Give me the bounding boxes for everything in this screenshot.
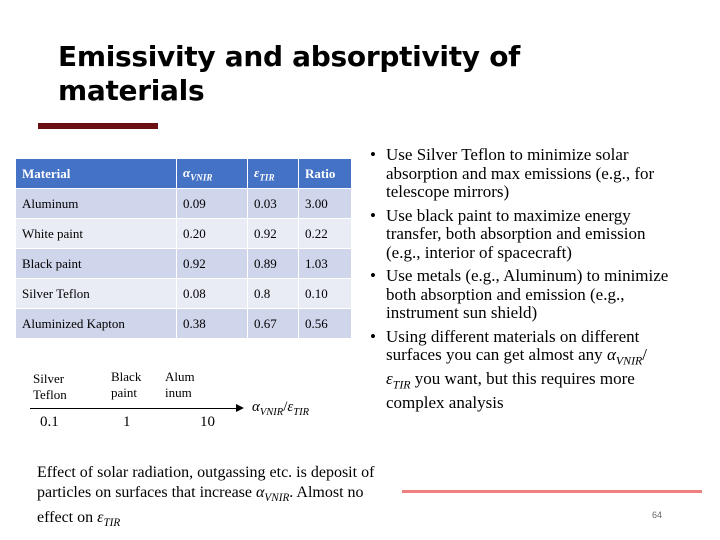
cell-alpha: 0.20 <box>176 218 248 249</box>
header-ratio: Ratio <box>298 159 352 189</box>
table-row: Silver Teflon 0.08 0.8 0.10 <box>16 278 352 309</box>
scale-label-silver-teflon: Silver Teflon <box>33 371 67 402</box>
bullet-item: • Use Silver Teflon to minimize solar abs… <box>370 145 655 201</box>
cell-alpha: 0.38 <box>176 308 248 338</box>
cell-alpha: 0.09 <box>176 188 248 219</box>
cell-epsilon: 0.89 <box>247 248 299 279</box>
cell-material: White paint <box>16 218 177 249</box>
header-alpha: αVNIR <box>176 159 248 189</box>
effect-note: Effect of solar radiation, outgassing et… <box>37 464 375 530</box>
cell-epsilon: 0.8 <box>247 278 299 309</box>
tick-label: 10 <box>200 414 215 430</box>
bullet-item: • Use metals (e.g., Aluminum) to minimize… <box>370 266 669 322</box>
tick-label: 0.1 <box>40 414 59 430</box>
title-underline <box>38 123 158 129</box>
cell-epsilon: 0.03 <box>247 188 299 219</box>
header-epsilon: εTIR <box>247 159 299 189</box>
cell-ratio: 1.03 <box>298 248 352 279</box>
header-material: Material <box>16 159 177 189</box>
cell-material: Black paint <box>16 248 177 279</box>
tick-label: 1 <box>123 414 131 430</box>
table-row: Black paint 0.92 0.89 1.03 <box>16 248 352 279</box>
cell-epsilon: 0.67 <box>247 308 299 338</box>
cell-epsilon: 0.92 <box>247 218 299 249</box>
materials-table: Material αVNIR εTIR Ratio Aluminum 0.09 … <box>16 159 352 338</box>
cell-alpha: 0.08 <box>176 278 248 309</box>
table-header-row: Material αVNIR εTIR Ratio <box>16 159 352 189</box>
cell-ratio: 0.10 <box>298 278 352 309</box>
table-row: White paint 0.20 0.92 0.22 <box>16 218 352 249</box>
cell-material: Aluminum <box>16 188 177 219</box>
axis-arrow-icon <box>236 404 244 412</box>
cell-ratio: 3.00 <box>298 188 352 219</box>
footer-rule <box>402 490 702 493</box>
table-row: Aluminized Kapton 0.38 0.67 0.56 <box>16 308 352 338</box>
ratio-scale-axis <box>30 408 236 409</box>
bullet-item: • Using different materials on different … <box>370 326 648 412</box>
bullet-list: • Use Silver Teflon to minimize solar abs… <box>370 145 670 417</box>
page-number: 64 <box>652 510 663 520</box>
ratio-axis-label: αVNIR/εTIR <box>252 399 310 418</box>
table-row: Aluminum 0.09 0.03 3.00 <box>16 188 352 219</box>
cell-material: Aluminized Kapton <box>16 308 177 338</box>
bullet-item: • Use black paint to maximize energy tran… <box>370 205 646 262</box>
cell-ratio: 0.22 <box>298 218 352 249</box>
slide-title: Emissivity and absorptivity of materials <box>58 40 521 107</box>
scale-label-aluminum: Alum inum <box>165 369 195 400</box>
scale-label-black-paint: Black paint <box>111 369 142 400</box>
cell-ratio: 0.56 <box>298 308 352 338</box>
cell-material: Silver Teflon <box>16 278 177 309</box>
cell-alpha: 0.92 <box>176 248 248 279</box>
